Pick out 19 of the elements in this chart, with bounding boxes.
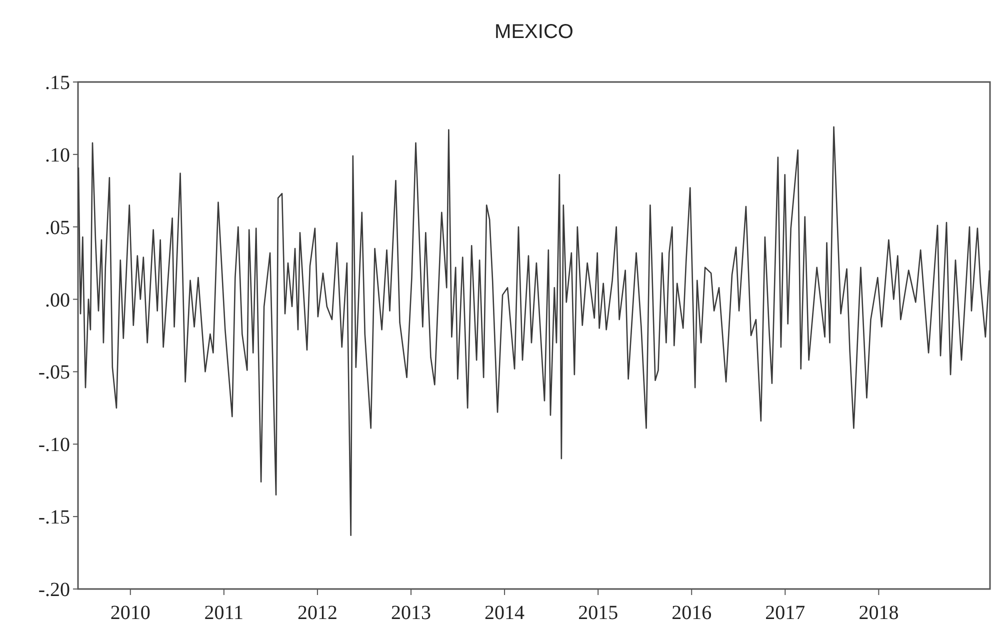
line-series (78, 126, 990, 536)
x-tick-label: 2013 (390, 602, 431, 624)
y-tick-label: .05 (45, 216, 70, 239)
x-tick-label: 2018 (858, 602, 899, 624)
x-tick-label: 2011 (204, 602, 244, 624)
x-tick-label: 2010 (110, 602, 150, 624)
y-tick-label: -.05 (38, 362, 70, 384)
y-tick-label: -.15 (38, 506, 70, 529)
y-tick-label: .00 (45, 289, 70, 312)
chart-title: MEXICO (494, 21, 574, 43)
x-tick-label: 2012 (297, 602, 338, 624)
x-tick-label: 2014 (484, 602, 525, 624)
y-tick-label: -.10 (38, 434, 70, 456)
y-tick-label: .10 (45, 144, 70, 166)
y-tick-label: -.20 (38, 579, 70, 601)
y-tick-label: .15 (45, 72, 70, 94)
x-tick-label: 2015 (578, 602, 618, 624)
x-tick-label: 2016 (672, 602, 712, 624)
x-tick-label: 2017 (765, 602, 806, 624)
